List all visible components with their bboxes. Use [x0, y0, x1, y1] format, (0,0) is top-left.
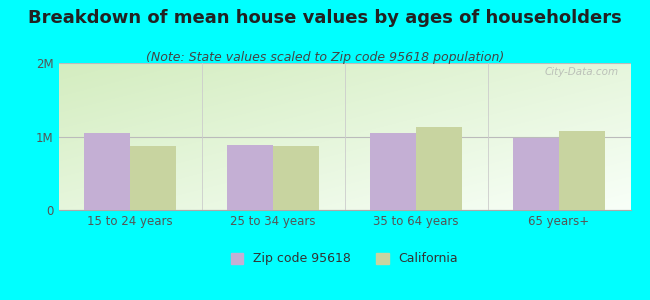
Bar [370, 133, 416, 210]
Bar [273, 146, 318, 210]
Bar [416, 127, 462, 210]
Bar [559, 131, 604, 210]
Bar [130, 146, 176, 210]
Text: (Note: State values scaled to Zip code 95618 population): (Note: State values scaled to Zip code 9… [146, 51, 504, 64]
Text: City-Data.com: City-Data.com [545, 68, 619, 77]
Bar [227, 145, 273, 210]
Bar [514, 138, 559, 210]
Text: Breakdown of mean house values by ages of householders: Breakdown of mean house values by ages o… [28, 9, 622, 27]
Legend: Zip code 95618, California: Zip code 95618, California [231, 253, 458, 266]
Bar [84, 133, 130, 210]
